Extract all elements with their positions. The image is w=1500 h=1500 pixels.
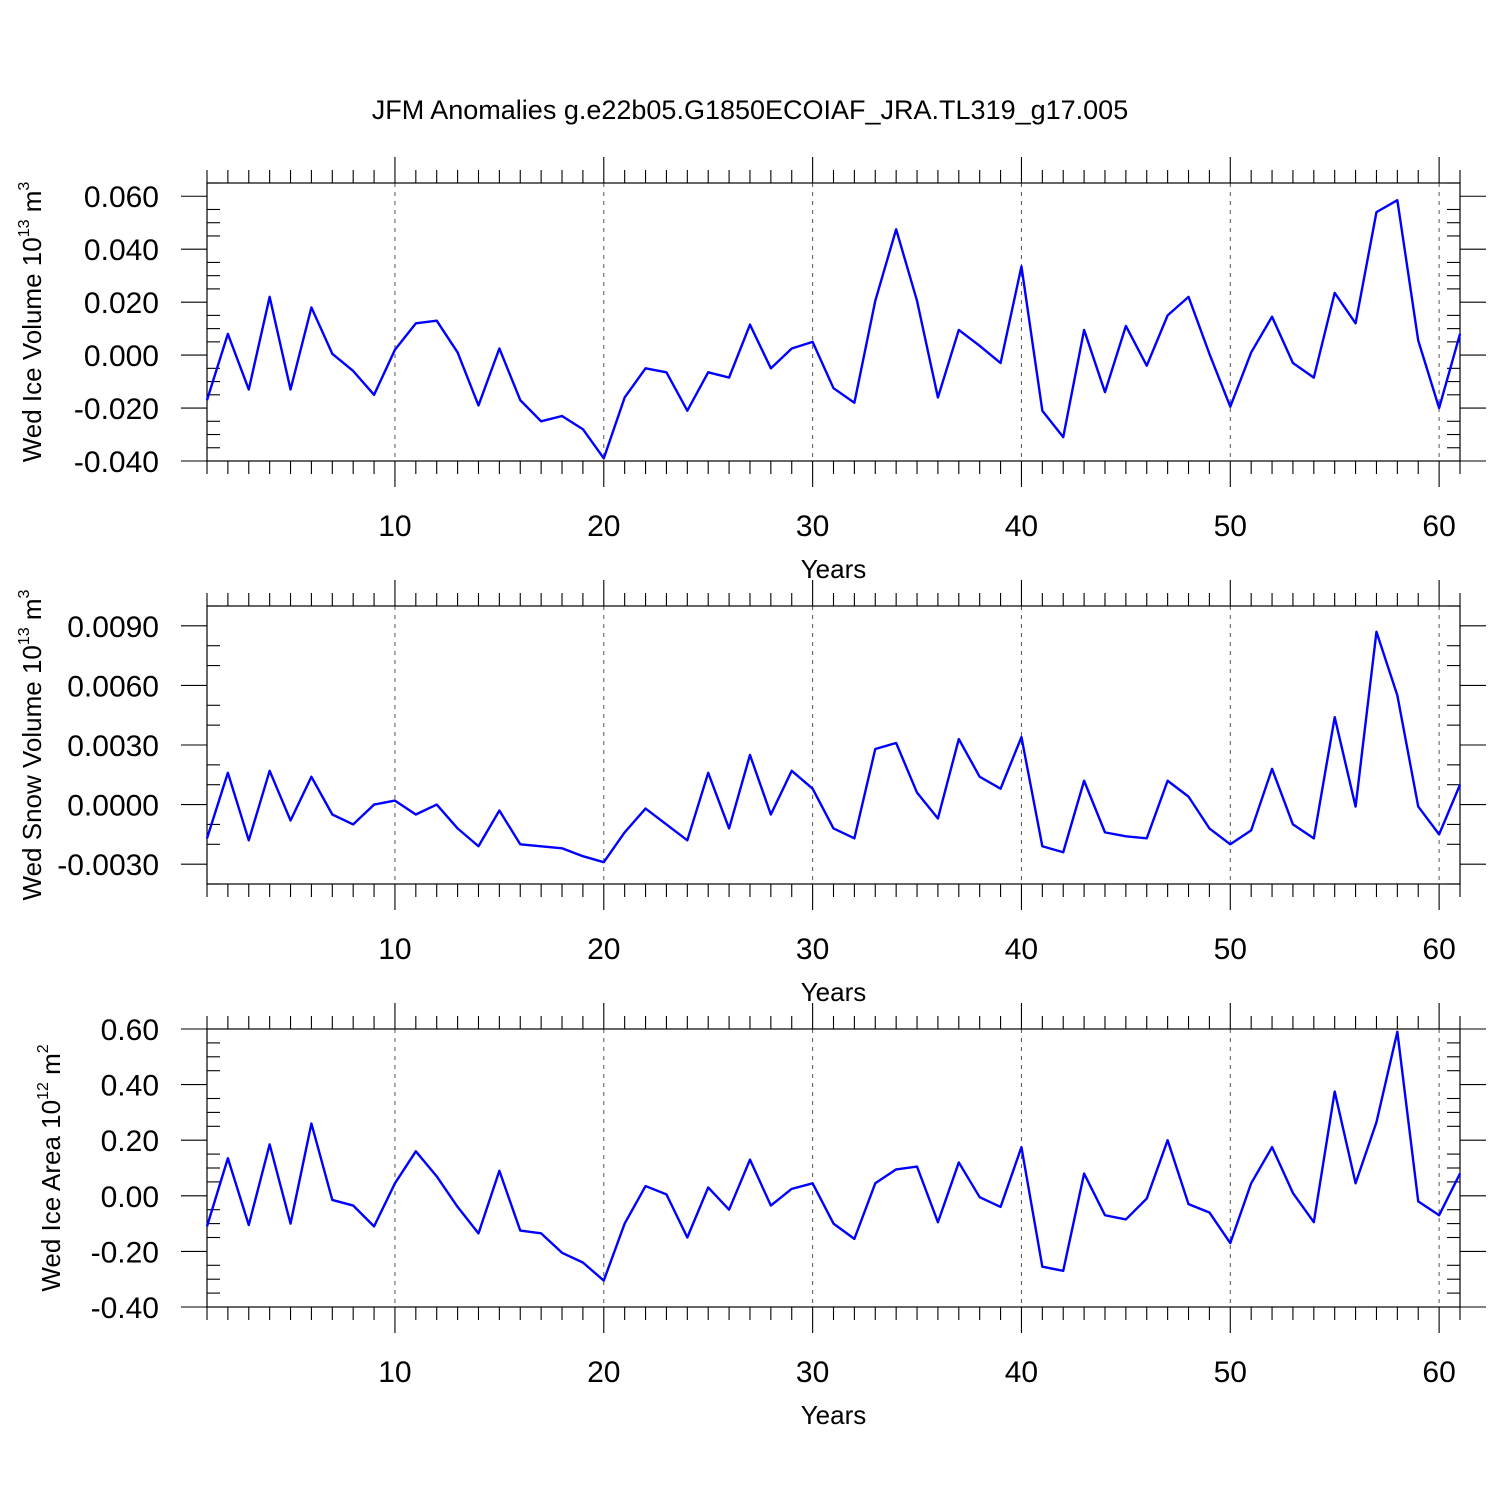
- y-tick-label: 0.60: [101, 1014, 159, 1047]
- y-tick-label: 0.00: [101, 1181, 159, 1214]
- y-tick-label: 0.0000: [67, 790, 159, 823]
- x-tick-label: 60: [1422, 933, 1455, 966]
- x-axis-label: Years: [801, 554, 867, 584]
- x-tick-label: 30: [796, 510, 829, 543]
- x-tick-label: 50: [1214, 1356, 1247, 1389]
- panel-ice-volume: 10 20 30 40 50 60 -0.040 -0.020 0.000 0.020 0.040 0…: [16, 157, 1486, 584]
- y-tick-label: -0.20: [91, 1236, 159, 1269]
- data-series-line: [205, 630, 1462, 864]
- y-tick-label: 0.40: [101, 1070, 159, 1103]
- x-tick-label: 20: [587, 1356, 620, 1389]
- y-tick-label: 0.0030: [67, 730, 159, 763]
- y-tick-label: 0.000: [84, 340, 159, 373]
- y-tick-label: -0.040: [74, 446, 159, 479]
- x-tick-label: 50: [1214, 933, 1247, 966]
- x-axis-label: Years: [801, 1400, 867, 1430]
- y-tick-label: 0.040: [84, 234, 159, 267]
- y-tick-label: 0.20: [101, 1125, 159, 1158]
- x-tick-label: 30: [796, 1356, 829, 1389]
- x-tick-label: 20: [587, 510, 620, 543]
- data-series-line: [205, 1030, 1462, 1282]
- y-tick-label: -0.020: [74, 393, 159, 426]
- x-tick-label: 10: [378, 510, 411, 543]
- x-tick-label: 20: [587, 933, 620, 966]
- data-series-line: [205, 199, 1462, 460]
- x-tick-label: 40: [1005, 510, 1038, 543]
- y-tick-label: -0.0030: [57, 849, 159, 882]
- x-axis-label: Years: [801, 977, 867, 1007]
- panel-snow-volume: 10 20 30 40 50 60 -0.0030 0.0000 0.0030 0.0060 0.0…: [16, 580, 1486, 1007]
- chart-title: JFM Anomalies g.e22b05.G1850ECOIAF_JRA.T…: [372, 95, 1128, 125]
- y-axis-label: Wed Ice Area 1012 m2: [35, 1044, 66, 1291]
- y-axis-label: Wed Snow Volume 1013 m3: [16, 589, 47, 900]
- x-tick-label: 10: [378, 1356, 411, 1389]
- y-tick-label: 0.060: [84, 181, 159, 214]
- x-tick-label: 60: [1422, 1356, 1455, 1389]
- y-axis-label: Wed Ice Volume 1013 m3: [16, 182, 47, 463]
- y-tick-label: -0.40: [91, 1292, 159, 1325]
- y-tick-label: 0.0090: [67, 611, 159, 644]
- x-tick-label: 40: [1005, 1356, 1038, 1389]
- x-tick-label: 30: [796, 933, 829, 966]
- y-tick-label: 0.0060: [67, 670, 159, 703]
- x-tick-label: 40: [1005, 933, 1038, 966]
- y-tick-label: 0.020: [84, 287, 159, 320]
- panel-ice-area: 10 20 30 40 50 60 -0.40 -0.20 0.00 0.20 0.40 0.60 Ye…: [35, 1003, 1486, 1430]
- x-tick-label: 50: [1214, 510, 1247, 543]
- x-tick-label: 10: [378, 933, 411, 966]
- x-tick-label: 60: [1422, 510, 1455, 543]
